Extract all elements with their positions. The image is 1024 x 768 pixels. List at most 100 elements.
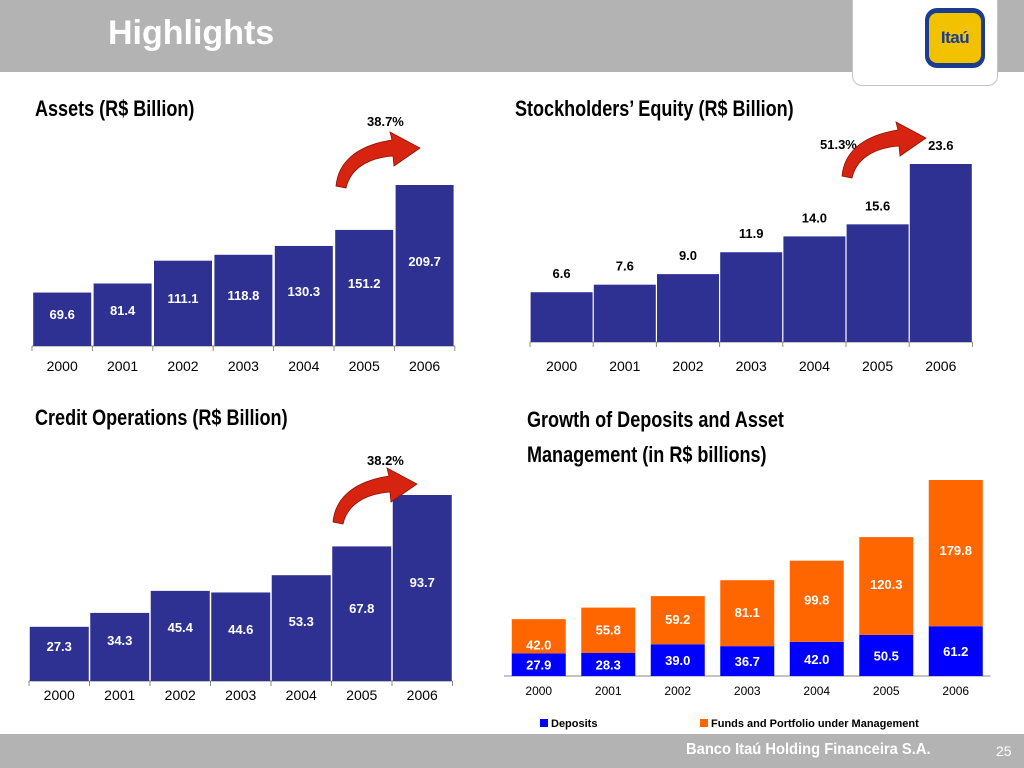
equity-data-label: 7.6 [616,259,634,274]
deposits-chart-title-line1: Growth of Deposits and Asset [527,407,784,432]
credit-bar [90,612,150,681]
equity-bar [783,236,846,342]
equity-bar [909,164,972,342]
assets-growth-label: 38.7% [367,114,404,129]
credit-tick-label: 2001 [104,687,135,703]
deposits-chart-title-line2: Management (in R$ billions) [527,442,767,467]
deposits-bar [511,653,566,676]
assets-tick-label: 2003 [228,358,259,374]
equity-data-label: 6.6 [553,266,571,281]
credit-tick-label: 2005 [346,687,377,703]
credit-tick-label: 2003 [225,687,256,703]
itau-logo-text: Itaú [940,28,970,47]
assets-bar [93,283,152,346]
itau-logo: Itaú [925,8,985,68]
deposits-tick-label: 2003 [734,684,761,698]
assets-data-label: 130.3 [288,284,321,299]
equity-tick-label: 2002 [672,358,703,374]
funds-bar [650,596,705,645]
legend-deposits-label: Deposits [551,718,597,730]
assets-tick-label: 2001 [107,358,138,374]
deposits-bar [581,652,636,676]
equity-bar [530,292,593,342]
deposits-bar [650,644,705,676]
legend-funds-swatch [700,719,708,727]
credit-data-label: 44.6 [228,622,253,637]
deposits-tick-label: 2001 [595,684,622,698]
assets-data-label: 118.8 [227,288,259,303]
funds-bar [581,607,636,653]
growth-arrow-icon [332,467,418,525]
equity-bar [846,224,909,342]
equity-tick-label: 2000 [546,358,577,374]
credit-tick-label: 2006 [407,687,438,703]
funds-data-label: 55.8 [596,622,621,637]
assets-bar [33,292,92,346]
credit-data-label: 67.8 [349,601,374,616]
equity-tick-label: 2003 [736,358,767,374]
assets-tick-label: 2005 [349,358,380,374]
credit-tick-label: 2000 [44,687,75,703]
deposits-tick-label: 2000 [525,684,552,698]
page-title: Highlights [108,14,275,52]
deposits-bar [720,646,775,676]
footer-company: Banco Itaú Holding Financeira S.A. [686,741,931,758]
credit-bar [271,575,331,681]
equity-tick-label: 2005 [862,358,893,374]
deposits-tick-label: 2002 [664,684,691,698]
deposits-tick-label: 2005 [873,684,900,698]
equity-tick-label: 2004 [799,358,830,374]
assets-tick-label: 2002 [167,358,198,374]
deposits-bar [859,634,914,676]
credit-chart-title: Credit Operations (R$ Billion) [35,405,288,430]
deposits-data-label: 27.9 [526,658,551,673]
equity-bar [720,252,783,342]
funds-data-label: 81.1 [735,605,760,620]
equity-data-label: 14.0 [802,210,827,225]
funds-bar [511,619,566,654]
credit-bar [29,626,89,681]
deposits-data-label: 36.7 [735,654,760,669]
funds-bar [928,480,983,627]
assets-data-label: 81.4 [110,303,136,318]
credit-data-label: 93.7 [410,575,435,590]
equity-data-label: 23.6 [928,138,953,153]
deposits-tick-label: 2004 [803,684,830,698]
equity-bar [593,284,656,342]
credit-growth-label: 38.2% [367,453,404,468]
equity-tick-label: 2006 [925,358,956,374]
funds-data-label: 42.0 [526,637,551,652]
deposits-bar [789,641,844,676]
assets-bar [335,229,394,346]
footer-bar [0,734,1024,768]
assets-bar [154,260,212,346]
credit-bar [150,590,210,681]
deposits-data-label: 50.5 [874,648,899,663]
itau-logo-inner: Itaú [929,13,981,63]
credit-data-label: 53.3 [289,614,314,629]
credit-tick-label: 2004 [286,687,317,703]
funds-data-label: 120.3 [870,577,903,592]
credit-data-label: 45.4 [168,620,194,635]
assets-bar [274,245,333,346]
deposits-bar [928,626,983,676]
equity-tick-label: 2001 [609,358,640,374]
funds-bar [789,560,844,642]
assets-data-label: 209.7 [408,254,441,269]
funds-data-label: 179.8 [939,543,972,558]
credit-bar [211,592,271,681]
growth-arrow-icon [335,131,421,189]
funds-data-label: 99.8 [804,593,829,608]
assets-bar [395,185,454,346]
assets-data-label: 69.6 [50,307,75,322]
assets-bar [214,254,273,346]
deposits-data-label: 39.0 [665,653,690,668]
assets-tick-label: 2000 [47,358,78,374]
equity-growth-label: 51.3% [820,137,857,152]
growth-arrow-icon [841,121,927,179]
legend-deposits-swatch [540,719,548,727]
equity-data-label: 11.9 [739,226,764,241]
assets-tick-label: 2004 [288,358,319,374]
legend-funds-label: Funds and Portfolio under Management [711,718,919,730]
